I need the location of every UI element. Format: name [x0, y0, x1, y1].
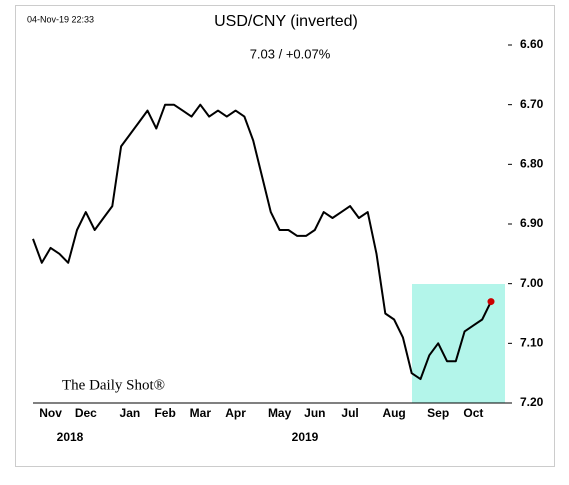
- timestamp: 04-Nov-19 22:33: [27, 14, 94, 24]
- x-tick-label: Aug: [382, 406, 405, 420]
- chart-frame: [15, 5, 555, 467]
- x-tick-label: Feb: [154, 406, 175, 420]
- x-tick-label: Sep: [427, 406, 449, 420]
- y-tick-label: 6.90: [520, 216, 544, 230]
- x-tick-label: Jan: [120, 406, 141, 420]
- x-tick-label: Mar: [190, 406, 212, 420]
- watermark: The Daily Shot®: [62, 377, 165, 393]
- x-tick-label: Jul: [341, 406, 358, 420]
- y-tick-label: 7.10: [520, 336, 544, 350]
- x-tick-label: Jun: [304, 406, 325, 420]
- y-tick-label: 6.80: [520, 157, 544, 171]
- x-tick-label: Nov: [39, 406, 62, 420]
- y-tick-label: 7.20: [520, 395, 544, 409]
- chart-subtitle: 7.03 / +0.07%: [250, 46, 331, 61]
- y-tick-label: 7.00: [520, 276, 544, 290]
- y-tick-label: 6.70: [520, 97, 544, 111]
- price-line: [32, 103, 492, 381]
- year-label: 2019: [292, 430, 319, 444]
- x-tick-label: Dec: [75, 406, 97, 420]
- last-point: [487, 298, 495, 306]
- x-tick-label: Oct: [463, 406, 483, 420]
- y-tick-label: 6.60: [520, 37, 544, 51]
- x-tick-label: Apr: [225, 406, 246, 420]
- x-tick-label: May: [268, 406, 292, 420]
- chart-title: USD/CNY (inverted): [214, 13, 358, 30]
- year-label: 2018: [57, 430, 84, 444]
